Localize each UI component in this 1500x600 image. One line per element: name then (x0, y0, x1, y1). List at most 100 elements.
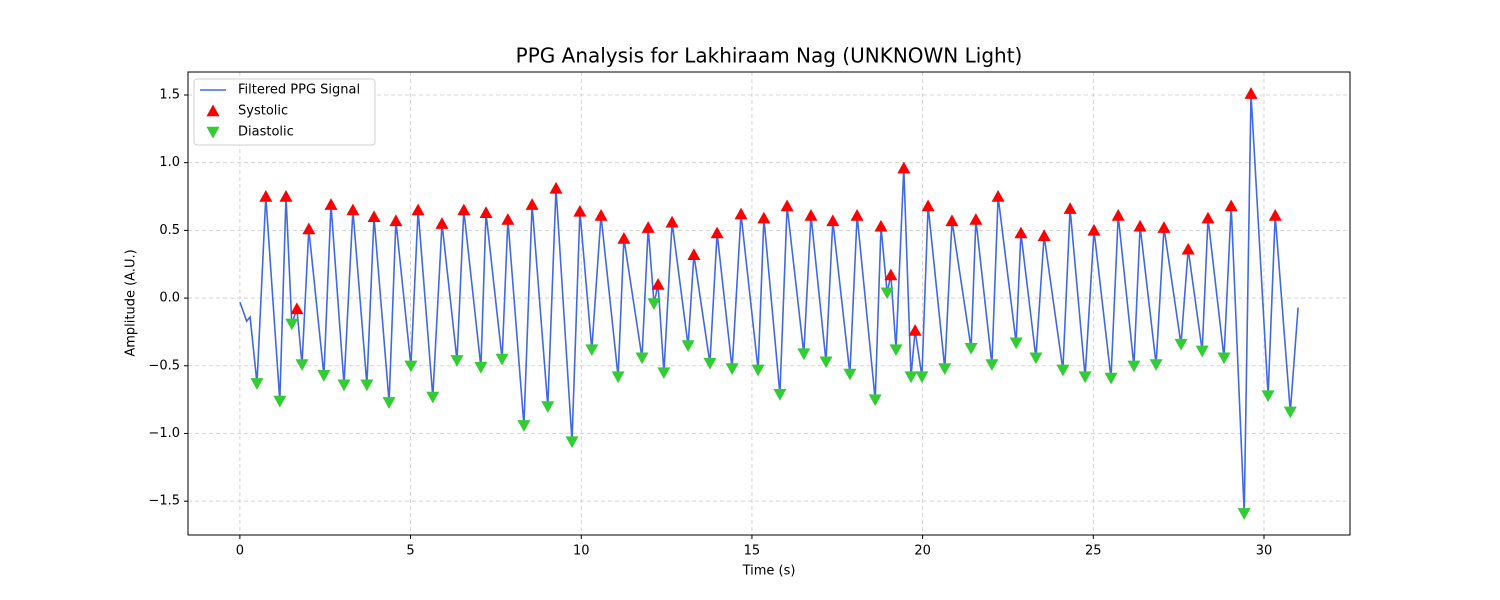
chart-title: PPG Analysis for Lakhiraam Nag (UNKNOWN … (516, 44, 1023, 68)
systolic-marker (780, 199, 794, 212)
legend-label: Systolic (238, 104, 288, 119)
diastolic-marker (285, 318, 299, 331)
diastolic-marker (681, 340, 695, 352)
diastolic-marker (1104, 372, 1118, 385)
systolic-marker (734, 207, 748, 220)
diastolic-marker (964, 342, 978, 355)
diastolic-marker (773, 389, 787, 401)
legend-marker (206, 126, 220, 139)
y-tick-label: 0.5 (159, 223, 180, 238)
systolic-marker (1037, 229, 1051, 242)
x-tick-label: 5 (406, 544, 414, 559)
diastolic-marker (273, 395, 287, 408)
diastolic-marker (647, 298, 661, 310)
systolic-marker (641, 221, 655, 233)
systolic-marker (525, 198, 539, 210)
legend-label: Filtered PPG Signal (238, 83, 360, 98)
diastolic-marker (915, 371, 929, 384)
systolic-marker (594, 209, 608, 221)
systolic-marker (411, 203, 425, 216)
diastolic-marker (985, 359, 999, 371)
diastolic-marker (517, 420, 531, 432)
systolic-marker (1244, 87, 1258, 99)
systolic-marker (969, 213, 983, 225)
diastolic-marker (382, 397, 396, 409)
systolic-marker (874, 219, 888, 232)
x-tick-label: 0 (236, 544, 244, 559)
systolic-marker (346, 203, 360, 216)
diastolic-marker (337, 379, 351, 392)
systolic-marker (302, 222, 316, 235)
diastolic-marker (1195, 345, 1209, 358)
diastolic-marker (1174, 338, 1188, 351)
systolic-marker (1133, 219, 1147, 232)
systolic-marker (945, 214, 959, 227)
diastolic-marker (1283, 406, 1297, 419)
systolic-marker (1111, 209, 1125, 221)
x-tick-label: 20 (914, 544, 931, 559)
diastolic-marker (703, 357, 717, 370)
y-tick-label: 1.0 (159, 155, 180, 170)
y-tick-label: −0.5 (148, 358, 180, 373)
diastolic-marker (880, 287, 894, 300)
diastolic-marker (611, 371, 625, 384)
diastolic-marker (495, 353, 509, 366)
legend-label: Diastolic (238, 125, 294, 140)
systolic-marker (897, 161, 911, 174)
diastolic-marker (797, 348, 811, 361)
diastolic-marker (1056, 364, 1070, 377)
diastolic-marker (1127, 360, 1141, 373)
x-axis-label: Time (s) (742, 564, 796, 579)
legend-marker (206, 104, 220, 117)
systolic-marker (324, 198, 338, 210)
diastolic-marker (725, 363, 739, 375)
diastolic-marker (450, 355, 464, 367)
diastolic-marker (1217, 352, 1231, 365)
y-tick-label: 1.5 (159, 88, 180, 103)
systolic-marker (651, 278, 665, 290)
systolic-marker (1224, 199, 1238, 212)
diastolic-marker (751, 364, 765, 377)
diastolic-marker (1029, 352, 1043, 365)
systolic-marker (457, 203, 471, 216)
y-axis-label: Amplitude (A.U.) (124, 249, 139, 356)
y-tick-label: −1.0 (148, 426, 180, 441)
systolic-marker (991, 190, 1005, 202)
systolic-marker (1087, 223, 1101, 236)
systolic-marker (1063, 202, 1077, 214)
systolic-marker (290, 302, 304, 315)
systolic-marker (850, 209, 864, 221)
diastolic-marker (657, 367, 671, 380)
y-tick-label: 0.0 (159, 291, 180, 306)
x-tick-label: 25 (1085, 544, 1102, 559)
diastolic-marker (404, 360, 418, 373)
systolic-marker (259, 190, 273, 202)
systolic-marker (884, 268, 898, 281)
diastolic-marker (585, 344, 599, 357)
diastolic-marker (889, 344, 903, 357)
systolic-marker (279, 190, 293, 202)
systolic-marker (389, 214, 403, 227)
diastolic-marker (1149, 359, 1163, 371)
diastolic-marker (541, 401, 555, 413)
legend-box (193, 78, 376, 146)
diastolic-marker (1261, 390, 1275, 403)
systolic-marker (1268, 209, 1282, 221)
diastolic-marker (317, 370, 331, 382)
systolic-marker (757, 211, 771, 224)
systolic-marker (549, 181, 563, 194)
systolic-marker (435, 217, 449, 229)
x-tick-label: 10 (573, 544, 590, 559)
plot-frame (187, 71, 1351, 536)
y-tick-label: −1.5 (148, 494, 180, 509)
diastolic-marker (1078, 371, 1092, 384)
systolic-marker (804, 209, 818, 221)
systolic-marker (710, 226, 724, 239)
diastolic-marker (868, 394, 882, 407)
systolic-marker (1201, 211, 1215, 224)
systolic-marker (921, 199, 935, 212)
systolic-marker (908, 324, 922, 336)
diastolic-marker (295, 359, 309, 371)
diastolic-marker (904, 371, 918, 384)
diastolic-marker (474, 361, 488, 374)
